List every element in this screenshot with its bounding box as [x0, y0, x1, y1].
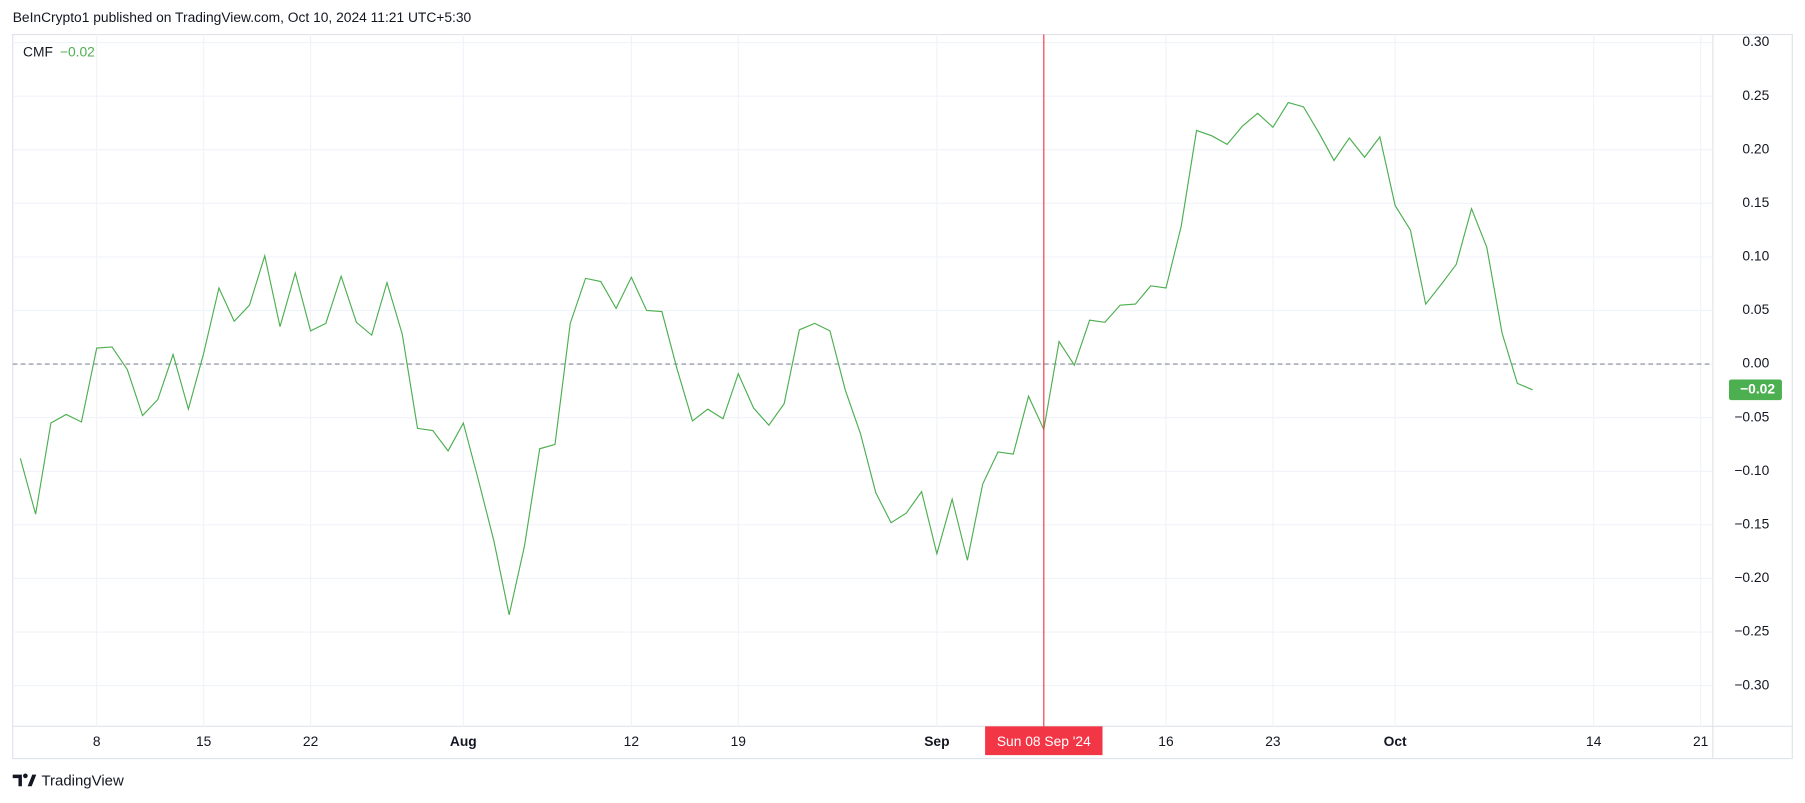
crosshair-label: Sun 08 Sep '24 [997, 733, 1091, 749]
legend-name: CMF [23, 44, 53, 60]
y-tick-label: 0.00 [1742, 355, 1769, 371]
brand-logo: TradingView [12, 773, 124, 790]
axes: −0.30 −0.25 −0.20 −0.15 −0.10 −0.05 0.00 0.05 0.… [93, 33, 1782, 756]
y-tick-label: 0.05 [1742, 301, 1769, 317]
grid [12, 34, 1713, 727]
legend-value: −0.02 [60, 44, 95, 60]
x-tick-label: 19 [731, 733, 747, 749]
x-tick-label: 15 [196, 733, 212, 749]
y-tick-label: −0.15 [1734, 515, 1769, 531]
y-tick-label: 0.25 [1742, 87, 1769, 103]
x-tick-label: 23 [1265, 733, 1281, 749]
brand-icon [12, 773, 37, 787]
y-tick-label: 0.20 [1742, 140, 1769, 156]
brand-name: TradingView [41, 773, 123, 790]
crosshair-badge [985, 726, 1103, 756]
y-tick-label: −0.05 [1734, 408, 1769, 424]
y-tick-label: −0.10 [1734, 462, 1769, 478]
x-tick-label: 22 [303, 733, 318, 749]
y-tick-label: 0.10 [1742, 248, 1769, 264]
last-value-badge [1728, 379, 1782, 401]
x-tick-label: 21 [1693, 733, 1708, 749]
x-tick-label: 14 [1586, 733, 1602, 749]
y-tick-label: −0.25 [1734, 623, 1769, 639]
y-tick-label: −0.20 [1734, 569, 1769, 585]
chart-frame [12, 33, 1793, 760]
x-tick-label: 12 [624, 733, 639, 749]
y-tick-label: −0.30 [1734, 676, 1769, 692]
x-tick-label: Sep [924, 733, 949, 749]
x-tick-label: 16 [1158, 733, 1174, 749]
legend: CMF −0.02 [23, 44, 95, 60]
x-tick-label: 8 [93, 733, 101, 749]
y-tick-label: 0.15 [1742, 194, 1769, 210]
x-tick-label: Oct [1384, 733, 1407, 749]
last-value-label: −0.02 [1740, 380, 1775, 396]
y-tick-label: 0.30 [1742, 33, 1769, 49]
x-tick-label: Aug [450, 733, 477, 749]
header-text: BeInCrypto1 published on TradingView.com… [13, 9, 472, 25]
plot-area [12, 34, 1713, 727]
data-line [19, 101, 1533, 616]
